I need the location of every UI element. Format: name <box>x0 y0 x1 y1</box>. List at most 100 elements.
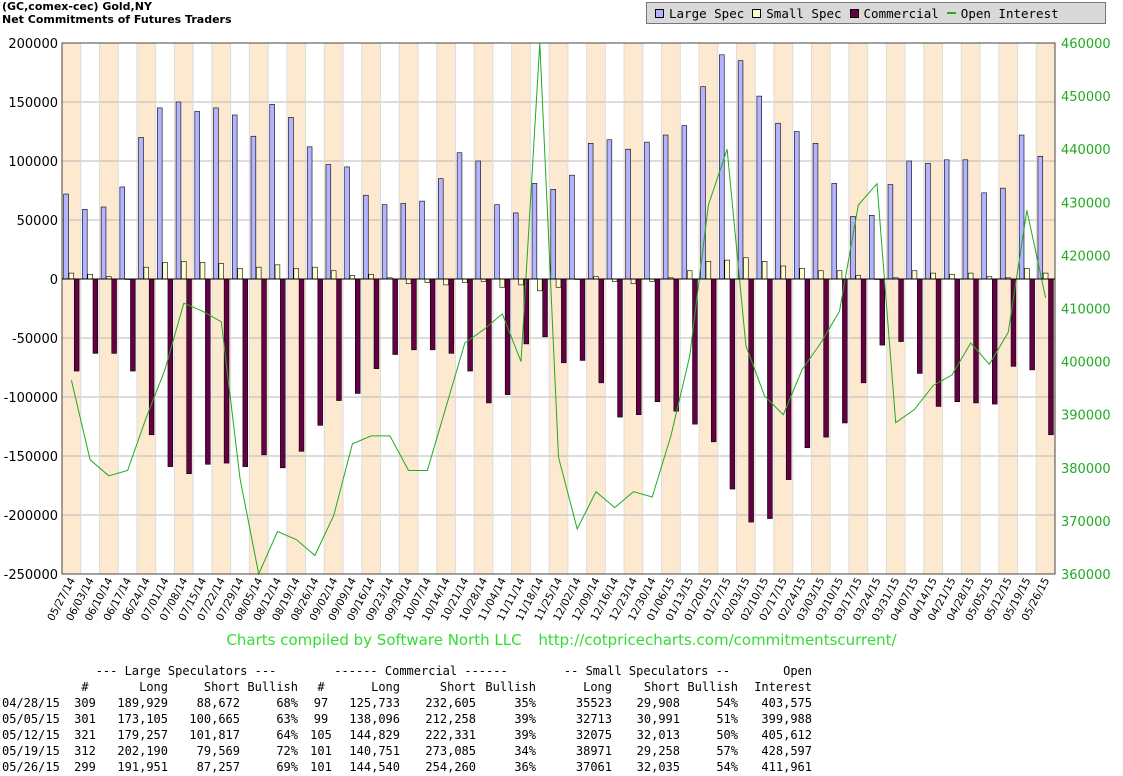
col-header: Bullish <box>485 680 536 694</box>
legend: Large Spec Small Spec Commercial Open In… <box>646 2 1106 24</box>
y2-tick-label: 450000 <box>1061 90 1111 105</box>
group-header-commercial: ------ Commercial ------ <box>334 664 508 678</box>
large-spec-bar <box>569 174 575 280</box>
large-spec-bar <box>775 122 781 280</box>
table-cell: 299 <box>74 760 96 774</box>
axes <box>61 42 1056 575</box>
table-cell: 37061 <box>575 760 612 774</box>
legend-item-commercial: Commercial <box>849 6 939 21</box>
table-cell: 32,035 <box>636 760 680 774</box>
commercial-bar <box>167 278 174 467</box>
small-spec-bar <box>799 268 805 280</box>
open-interest-series <box>70 42 1047 576</box>
commercial-bar <box>336 278 342 401</box>
table-cell: 125,733 <box>349 696 400 710</box>
commercial-bar <box>1029 278 1035 371</box>
small-spec-bar <box>218 263 224 280</box>
table-cell: 54% <box>716 696 738 710</box>
table-cell: 54% <box>716 760 738 774</box>
large-spec-bar <box>869 214 875 280</box>
table-row: 05/26/15 299 191,951 87,257 69% 101 144,540 254… <box>2 759 812 775</box>
y-tick-label: 150000 <box>8 96 58 111</box>
commercial-bar <box>92 278 99 354</box>
table-cell: 100,665 <box>189 712 240 726</box>
table-cell: 32713 <box>575 712 612 726</box>
large-spec-bar <box>250 135 257 280</box>
week-band <box>361 43 381 574</box>
y2-tick-label: 360000 <box>1061 568 1111 583</box>
large-spec-bar <box>269 104 275 280</box>
credit-url-link[interactable]: http://cotpricecharts.com/commitmentscur… <box>538 631 897 649</box>
table-col-header-row: # Long Short Bullish # Long Short Bullis… <box>2 679 812 695</box>
large-spec-bar <box>981 192 987 280</box>
open-interest-line-icon <box>946 12 956 14</box>
commercial-bar <box>673 278 679 412</box>
commercial-bar <box>898 278 904 342</box>
table-cell: 97 <box>313 696 329 710</box>
commercial-bar <box>935 278 942 407</box>
table-cell: 309 <box>74 696 96 710</box>
small-spec-bar <box>237 268 243 280</box>
table-cell: 87,257 <box>196 760 240 774</box>
table-cell: 64% <box>276 728 298 742</box>
bar-series <box>63 54 1054 523</box>
y-tick-label: -150000 <box>4 450 58 465</box>
week-band <box>848 43 868 574</box>
commercial-bar <box>467 278 473 372</box>
small-spec-bar <box>911 270 918 280</box>
y2-tick-label: 420000 <box>1061 249 1111 264</box>
small-spec-bar <box>462 278 468 283</box>
table-cell: 321 <box>74 728 96 742</box>
large-spec-bar <box>606 139 613 280</box>
table-cell: 51% <box>716 712 738 726</box>
week-band <box>417 43 437 574</box>
small-spec-bar <box>630 278 637 285</box>
y2-tick-label: 430000 <box>1061 196 1111 211</box>
week-band <box>492 43 512 574</box>
large-spec-bar <box>531 183 538 280</box>
large-spec-bar <box>494 204 500 280</box>
commercial-bar <box>654 278 661 403</box>
table-cell: 428,597 <box>761 744 812 758</box>
small-spec-bar <box>293 268 299 280</box>
small-spec-bar <box>162 262 168 280</box>
large-spec-bar <box>812 143 819 280</box>
large-spec-bar <box>1037 155 1044 280</box>
y-tick-label: -250000 <box>4 568 58 583</box>
col-header: Bullish <box>247 680 298 694</box>
table-cell: 68% <box>276 696 298 710</box>
commercial-bar <box>617 278 623 418</box>
commercial-bar <box>748 278 754 523</box>
table-cell: 38971 <box>575 744 612 758</box>
small-spec-bar <box>836 270 843 280</box>
y-tick-label: 100000 <box>8 155 58 170</box>
week-band <box>399 43 418 574</box>
large-spec-bar <box>344 166 350 280</box>
cot-chart: 200000 150000 100000 50000 0 -50000 -100000 -15… <box>4 37 1111 623</box>
plot-frame <box>61 42 1056 575</box>
large-spec-bar <box>325 164 332 280</box>
large-spec-bar <box>456 152 463 280</box>
table-cell: 72% <box>276 744 298 758</box>
y2-tick-label: 440000 <box>1061 143 1111 158</box>
legend-label-open-interest: Open Interest <box>960 5 1059 21</box>
table-cell: 29,908 <box>636 696 680 710</box>
y-tick-label: -200000 <box>4 509 58 524</box>
large-spec-bar <box>662 134 669 280</box>
large-spec-bar <box>943 159 950 280</box>
commercial-bar <box>448 278 455 354</box>
chart-subtitle: Net Commitments of Futures Traders <box>2 13 232 26</box>
large-spec-bar <box>906 160 912 280</box>
week-band <box>380 43 400 574</box>
table-cell: 144,540 <box>349 760 400 774</box>
large-spec-bar <box>681 125 688 280</box>
y2-tick-label: 380000 <box>1061 462 1111 477</box>
table-cell: 99 <box>313 712 329 726</box>
row-date: 05/19/15 <box>2 744 60 758</box>
commercial-bar <box>355 278 361 394</box>
gridlines <box>61 42 1056 575</box>
left-axis-tick-labels: 200000 150000 100000 50000 0 -50000 -100000 -15… <box>4 37 58 583</box>
table-cell: 32075 <box>575 728 612 742</box>
small-spec-bar <box>705 260 712 280</box>
commercial-bar <box>767 278 773 519</box>
